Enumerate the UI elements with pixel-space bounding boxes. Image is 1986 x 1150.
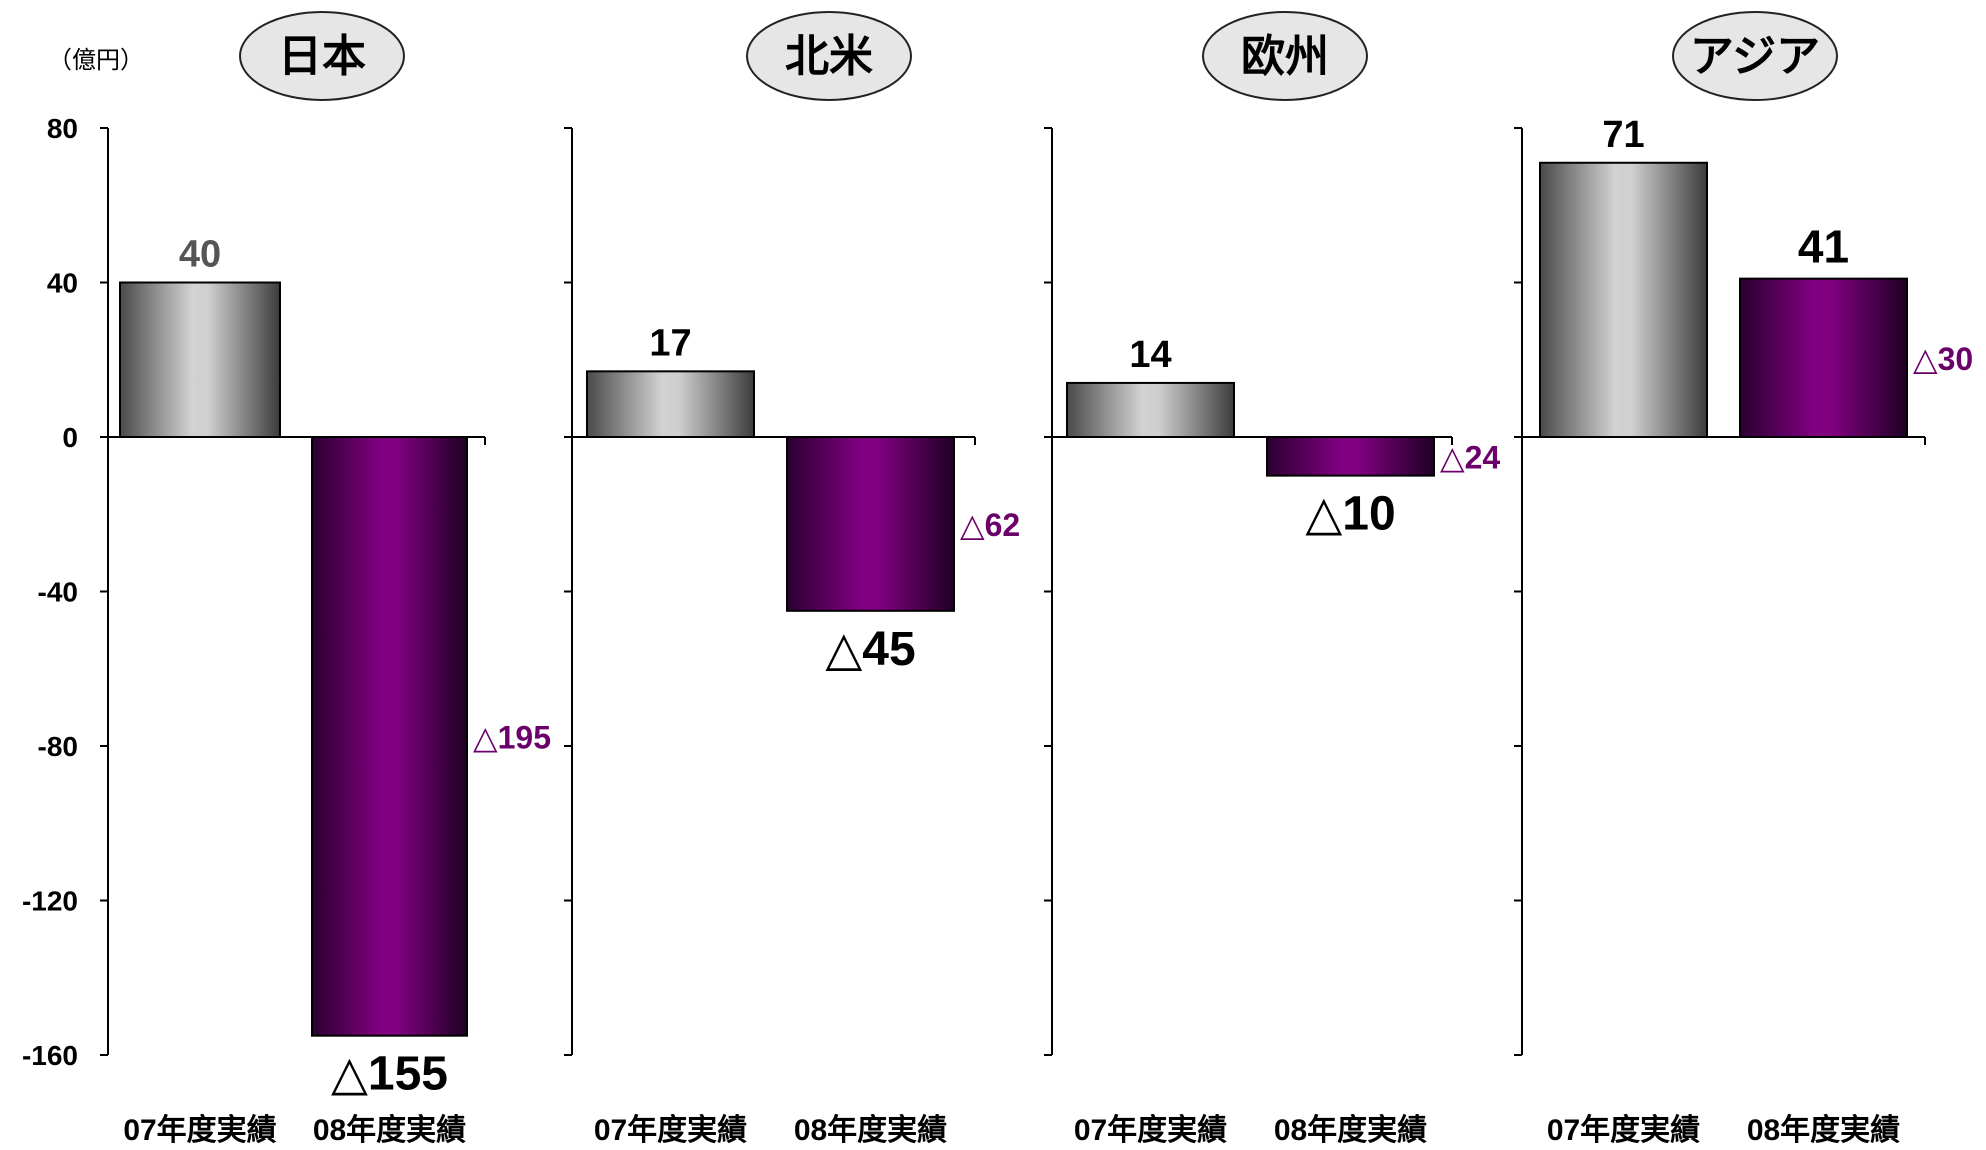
change-label: △24 [1440, 439, 1500, 475]
x-category-label: 07年度実績 [1547, 1114, 1700, 1145]
data-label: 40 [179, 234, 221, 276]
change-label: △62 [960, 507, 1020, 543]
unit-label: （億円） [48, 47, 144, 74]
y-tick-label: 80 [47, 113, 78, 144]
data-label: 17 [649, 322, 691, 364]
region-label: 日本 [278, 32, 366, 81]
y-tick-label: -120 [22, 886, 78, 917]
x-category-label: 08年度実績 [794, 1114, 947, 1145]
region-badge [746, 11, 912, 101]
region-badge [1672, 11, 1838, 101]
x-category-label: 08年度実績 [313, 1114, 466, 1145]
y-tick-label: -160 [22, 1040, 78, 1071]
x-category-label: 07年度実績 [123, 1114, 276, 1145]
data-label: 14 [1129, 334, 1171, 376]
x-category-label: 08年度実績 [1747, 1114, 1900, 1145]
region-label: 北米 [785, 32, 873, 81]
region-label: 欧州 [1241, 32, 1329, 81]
y-tick-label: -40 [38, 577, 78, 608]
bar-fy07 [586, 370, 755, 438]
change-label: △195 [473, 719, 551, 755]
change-label: △30 [1913, 341, 1973, 377]
bar-fy07 [119, 281, 281, 438]
bar-fy08 [1739, 277, 1908, 439]
data-label: △45 [825, 623, 915, 676]
region-badge [239, 11, 405, 101]
data-label: 41 [1798, 221, 1849, 273]
x-category-label: 07年度実績 [594, 1114, 747, 1145]
region-label: アジア [1690, 32, 1820, 81]
data-label: △10 [1305, 488, 1395, 541]
bar-fy08 [1266, 436, 1435, 477]
data-label: 71 [1602, 114, 1644, 156]
data-label: △155 [331, 1048, 448, 1101]
y-tick-label: 40 [47, 268, 78, 299]
x-category-label: 07年度実績 [1074, 1114, 1227, 1145]
region-badge [1202, 11, 1368, 101]
bar-fy08 [311, 436, 468, 1037]
bar-fy07 [1539, 161, 1708, 438]
y-tick-label: -80 [38, 731, 78, 762]
bar-fy08 [786, 436, 955, 612]
bar-fy07 [1066, 381, 1235, 438]
y-tick-label: 0 [62, 422, 78, 453]
x-category-label: 08年度実績 [1274, 1114, 1427, 1145]
